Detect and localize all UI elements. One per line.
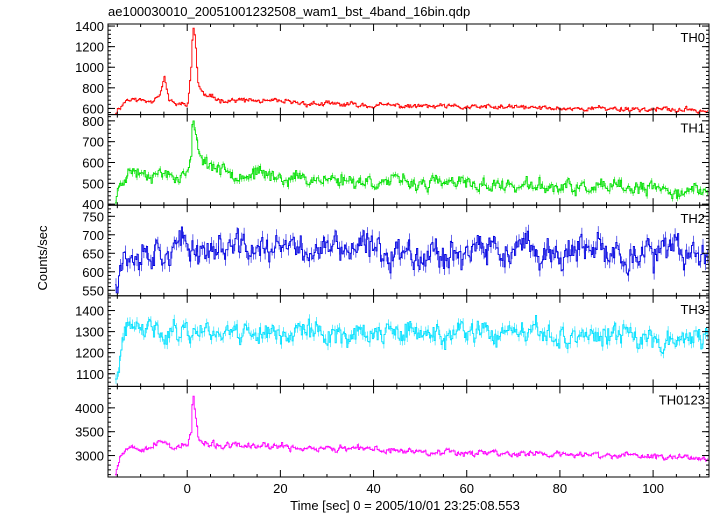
panel-th2: 550 600 650 700 750 TH2	[82, 204, 710, 298]
y-tick-label: 650	[82, 246, 104, 261]
y-tick-label: 1400	[75, 19, 104, 34]
chart-title: ae100030010_20051001232508_wam1_bst_4ban…	[108, 4, 470, 19]
y-tick-label: 600	[82, 101, 104, 116]
y-tick-label: 600	[82, 265, 104, 280]
y-axis-label: Counts/sec	[35, 225, 50, 291]
x-axis-label: Time [sec] 0 = 2005/10/01 23:25:08.553	[290, 498, 520, 513]
x-tick-label: 0	[184, 481, 191, 496]
y-tick-label: 1300	[75, 325, 104, 340]
panel-label: TH3	[680, 302, 705, 317]
y-tick-label: 1200	[75, 346, 104, 361]
error-bars-th3	[115, 314, 708, 384]
y-tick-label: 750	[82, 209, 104, 224]
x-tick-label: 60	[460, 481, 474, 496]
y-tick-label: 1400	[75, 304, 104, 319]
panel-th0: 600 800 1000 1200 1400 TH0	[75, 19, 710, 116]
panel-frame	[107, 114, 710, 206]
series-line-th0	[115, 27, 708, 115]
y-tick-label: 800	[82, 81, 104, 96]
x-tick-label: 20	[273, 481, 287, 496]
error-bars-th0123	[115, 403, 708, 476]
y-tick-label: 400	[82, 197, 104, 212]
panel-th3: 1100 1200 1300 1400 TH3	[75, 295, 710, 387]
panel-label: TH2	[680, 211, 705, 226]
y-tick-label: 3000	[75, 449, 104, 464]
panel-frame	[107, 295, 710, 387]
panel-label: TH0123	[659, 392, 705, 407]
panel-th0123: 3000 3500 4000 TH0123	[75, 385, 710, 478]
series-line-th2	[115, 226, 708, 294]
y-tick-label: 3500	[75, 425, 104, 440]
y-tick-label: 600	[82, 156, 104, 171]
series-line-th0123	[115, 395, 708, 476]
y-tick-label: 700	[82, 135, 104, 150]
x-tick-label: 40	[366, 481, 380, 496]
y-tick-label: 1100	[76, 367, 104, 382]
y-tick-label: 1200	[75, 40, 104, 55]
y-tick-label: 500	[82, 176, 104, 191]
panel-label: TH0	[680, 30, 705, 45]
y-tick-label: 4000	[75, 401, 104, 416]
x-tick-label: 80	[553, 481, 567, 496]
y-tick-label: 800	[82, 114, 104, 129]
panel-label: TH1	[680, 121, 705, 136]
y-tick-label: 700	[82, 228, 104, 243]
y-tick-label: 550	[82, 283, 104, 298]
series-line-th3	[115, 314, 708, 380]
series-line-th1	[115, 120, 708, 204]
y-tick-label: 1000	[75, 60, 104, 75]
x-tick-label: 100	[642, 481, 664, 496]
error-bars-th0	[115, 33, 708, 115]
panel-th1: 400 500 600 700 800 TH1	[82, 114, 710, 212]
